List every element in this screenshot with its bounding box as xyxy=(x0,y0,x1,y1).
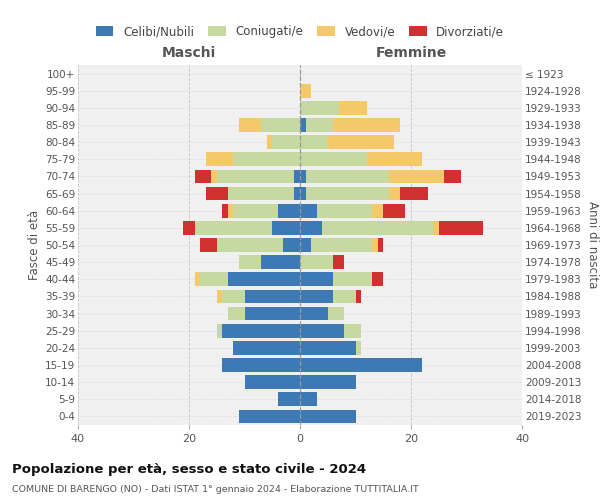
Text: COMUNE DI BARENGO (NO) - Dati ISTAT 1° gennaio 2024 - Elaborazione TUTTITALIA.IT: COMUNE DI BARENGO (NO) - Dati ISTAT 1° g… xyxy=(12,485,419,494)
Bar xyxy=(300,186,305,200)
Bar xyxy=(228,272,300,286)
Bar xyxy=(228,306,245,320)
Bar xyxy=(222,204,228,218)
Bar xyxy=(355,341,361,354)
Bar xyxy=(328,306,344,320)
Bar xyxy=(300,306,328,320)
Bar xyxy=(378,238,383,252)
Bar xyxy=(217,324,222,338)
Bar xyxy=(300,101,339,114)
Bar xyxy=(334,272,372,286)
Bar xyxy=(245,306,300,320)
Bar xyxy=(334,256,344,269)
Bar xyxy=(217,238,283,252)
Bar xyxy=(300,221,322,234)
Bar xyxy=(328,136,394,149)
Bar xyxy=(261,256,300,269)
Text: Popolazione per età, sesso e stato civile - 2024: Popolazione per età, sesso e stato civil… xyxy=(12,462,366,475)
Bar xyxy=(439,221,483,234)
Bar xyxy=(339,101,367,114)
Bar xyxy=(334,118,400,132)
Bar xyxy=(233,204,278,218)
Bar xyxy=(245,376,300,389)
Bar xyxy=(239,256,261,269)
Text: Maschi: Maschi xyxy=(162,46,216,60)
Bar xyxy=(317,204,372,218)
Bar xyxy=(300,290,334,304)
Bar xyxy=(222,324,300,338)
Bar xyxy=(355,290,361,304)
Bar xyxy=(222,358,300,372)
Bar xyxy=(217,170,295,183)
Bar xyxy=(300,204,317,218)
Bar xyxy=(194,170,211,183)
Bar xyxy=(278,392,300,406)
Bar xyxy=(272,221,300,234)
Bar xyxy=(444,170,461,183)
Bar xyxy=(266,136,272,149)
Bar xyxy=(372,204,383,218)
Bar xyxy=(206,152,233,166)
Bar xyxy=(305,170,389,183)
Bar xyxy=(245,290,300,304)
Bar xyxy=(211,170,217,183)
Bar xyxy=(367,152,422,166)
Bar xyxy=(300,170,305,183)
Bar xyxy=(283,238,300,252)
Bar xyxy=(239,118,261,132)
Bar xyxy=(400,186,428,200)
Bar xyxy=(300,256,334,269)
Bar xyxy=(300,324,344,338)
Bar xyxy=(200,272,228,286)
Bar xyxy=(383,204,406,218)
Bar xyxy=(239,410,300,424)
Bar xyxy=(300,376,355,389)
Bar xyxy=(344,324,361,338)
Bar xyxy=(295,186,300,200)
Bar xyxy=(300,358,422,372)
Bar xyxy=(206,186,228,200)
Bar xyxy=(194,221,272,234)
Bar xyxy=(228,204,233,218)
Legend: Celibi/Nubili, Coniugati/e, Vedovi/e, Divorziati/e: Celibi/Nubili, Coniugati/e, Vedovi/e, Di… xyxy=(91,20,509,43)
Bar xyxy=(300,341,355,354)
Bar xyxy=(389,170,444,183)
Bar xyxy=(389,186,400,200)
Bar xyxy=(300,238,311,252)
Bar xyxy=(300,152,367,166)
Bar xyxy=(223,290,245,304)
Bar xyxy=(372,272,383,286)
Bar xyxy=(200,238,217,252)
Bar xyxy=(261,118,300,132)
Bar xyxy=(300,84,311,98)
Bar xyxy=(300,410,355,424)
Bar xyxy=(300,136,328,149)
Bar xyxy=(372,238,378,252)
Y-axis label: Anni di nascita: Anni di nascita xyxy=(586,202,599,288)
Bar xyxy=(217,290,222,304)
Bar xyxy=(233,152,300,166)
Bar xyxy=(334,290,355,304)
Bar xyxy=(184,221,194,234)
Bar xyxy=(322,221,433,234)
Bar xyxy=(233,341,300,354)
Bar xyxy=(194,272,200,286)
Bar xyxy=(305,118,334,132)
Bar xyxy=(305,186,389,200)
Bar xyxy=(272,136,300,149)
Text: Femmine: Femmine xyxy=(376,46,446,60)
Bar xyxy=(228,186,295,200)
Bar xyxy=(300,392,317,406)
Bar xyxy=(278,204,300,218)
Bar xyxy=(300,118,305,132)
Y-axis label: Fasce di età: Fasce di età xyxy=(28,210,41,280)
Bar xyxy=(311,238,372,252)
Bar xyxy=(433,221,439,234)
Bar xyxy=(300,272,334,286)
Bar xyxy=(295,170,300,183)
